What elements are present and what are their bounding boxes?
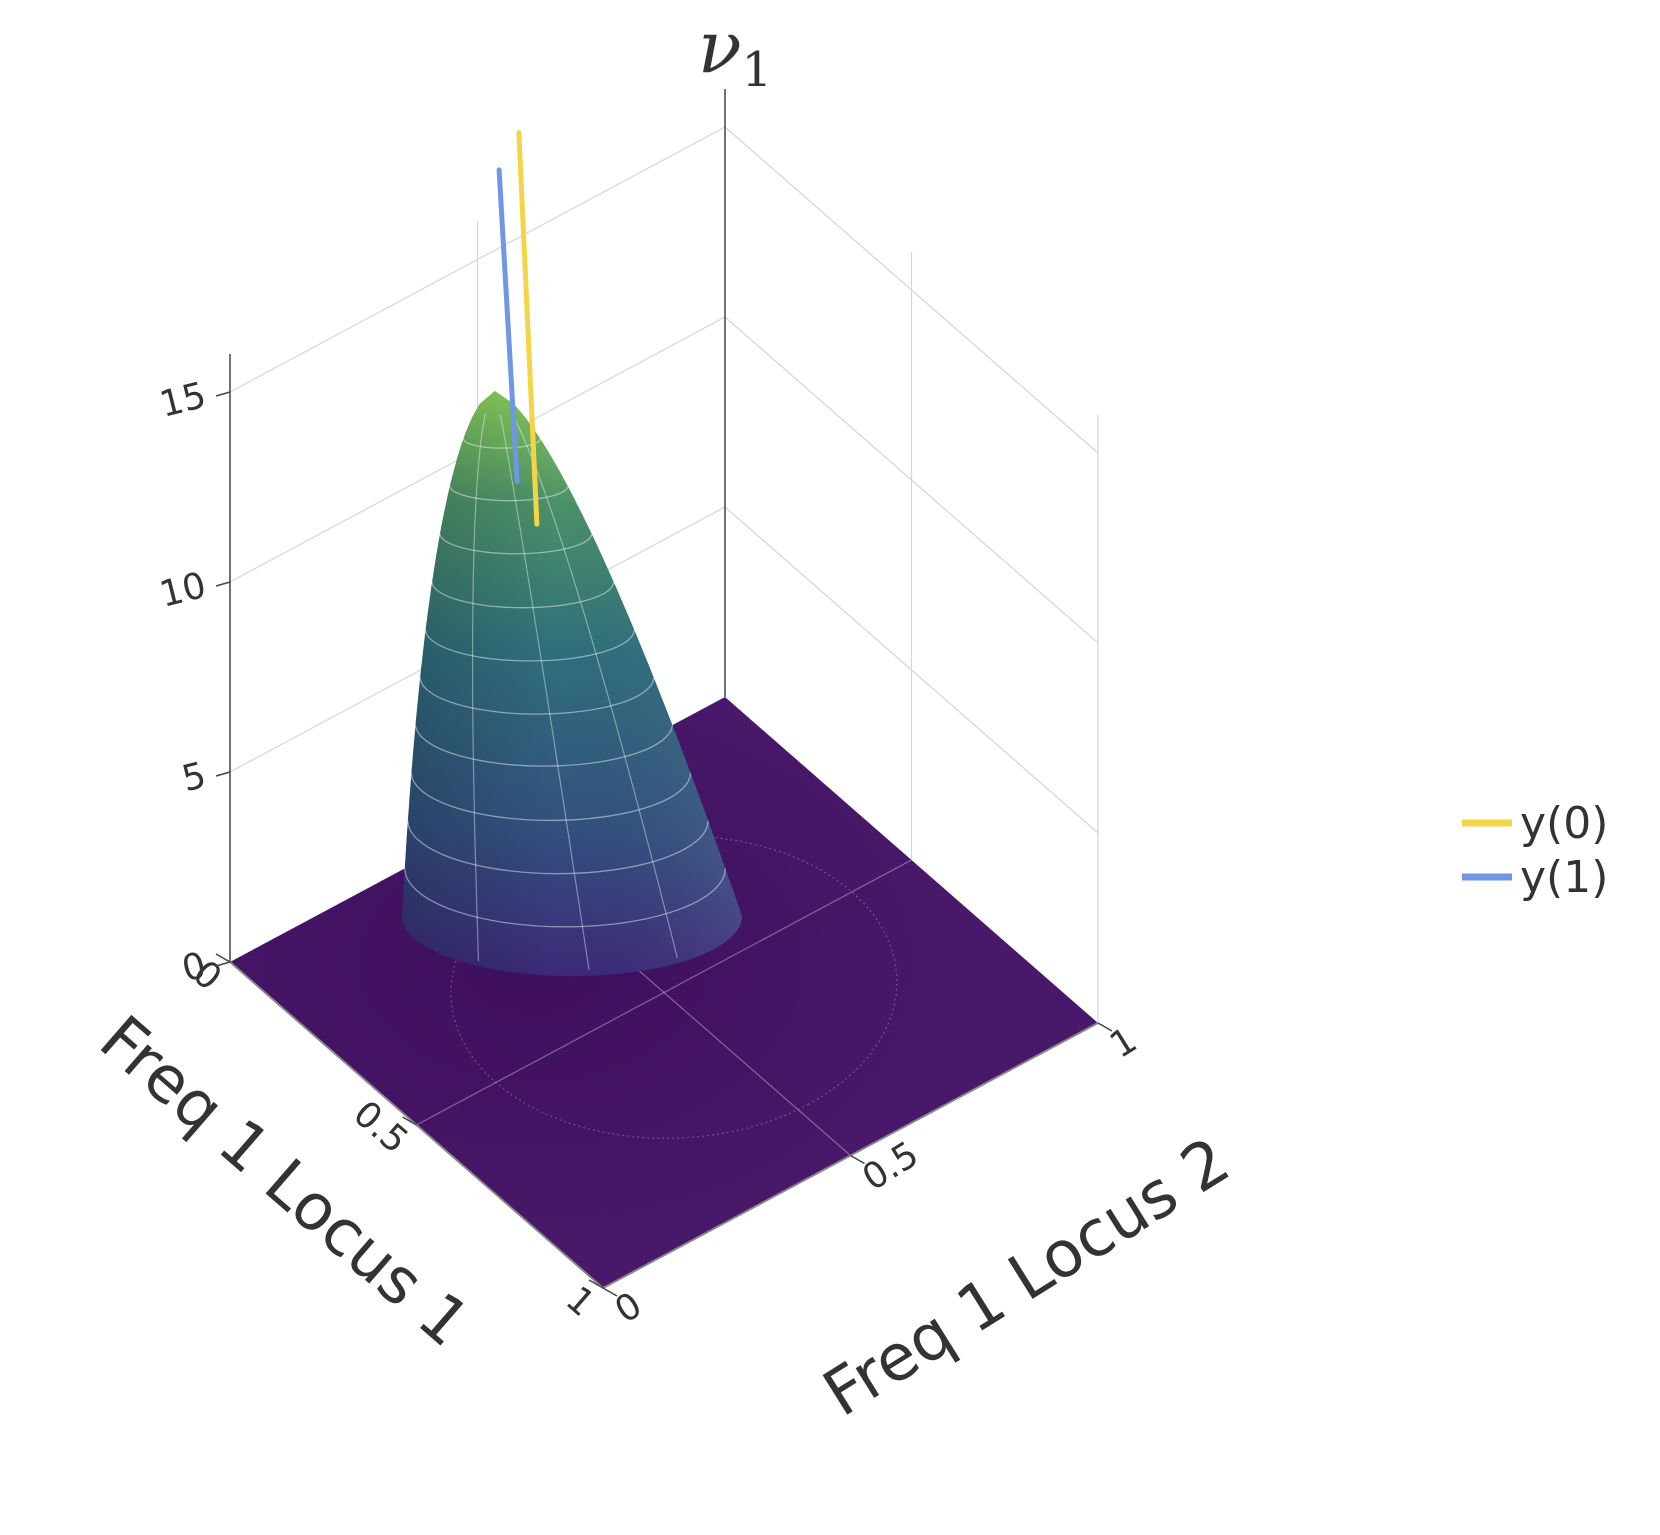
legend-item-y1[interactable]: y(1) xyxy=(1462,852,1608,903)
surface-peak xyxy=(402,383,742,977)
y-tick-label-0: 0 xyxy=(608,1285,649,1332)
surface-contour-4 xyxy=(414,725,674,767)
z-tick-2 xyxy=(215,581,231,587)
floor-surface xyxy=(230,697,1098,1288)
trace-lines xyxy=(496,130,540,527)
surface-contour-7 xyxy=(431,581,615,609)
y-tick-2 xyxy=(1097,1022,1113,1032)
z-tick-label-0: 0 xyxy=(178,945,210,990)
floor-gridline-x-0 xyxy=(416,859,912,1126)
z-tick-1 xyxy=(215,771,231,777)
z-tick-0 xyxy=(215,961,231,967)
trace-line-1 xyxy=(496,167,520,484)
surface-shading xyxy=(402,383,742,977)
surface-contour-2 xyxy=(407,820,709,875)
y-tick-1 xyxy=(850,1154,865,1165)
surface-contour-1 xyxy=(404,868,726,928)
surface-contour-3 xyxy=(410,772,692,822)
surface-contour-10 xyxy=(462,438,541,449)
trace-line-0 xyxy=(516,130,540,527)
y-tick-0 xyxy=(602,1287,618,1297)
x-tick-2 xyxy=(588,1279,604,1289)
surface-meridian-2 xyxy=(511,413,678,959)
z-tick-label-3: 15 xyxy=(156,375,210,426)
surface-meridian-0 xyxy=(472,413,486,962)
x-tick-1 xyxy=(402,1116,417,1126)
legend: y(0) y(1) xyxy=(1462,798,1608,903)
legend-label-y0: y(0) xyxy=(1520,798,1608,849)
chart-title: ν1 xyxy=(698,5,772,98)
z-tick-label-1: 5 xyxy=(178,755,210,800)
surface-meridian-1 xyxy=(499,413,590,970)
legend-label-y1: y(1) xyxy=(1520,852,1608,903)
z-tick-label-2: 10 xyxy=(156,565,210,616)
surface-contour-5 xyxy=(419,677,655,715)
x-tick-label-2: 1 xyxy=(558,1279,602,1325)
y-tick-label-2: 1 xyxy=(1103,1020,1144,1067)
surface-contour-8 xyxy=(439,533,593,555)
x-tick-0 xyxy=(215,953,231,963)
surface-contour-6 xyxy=(424,629,635,662)
z-tick-3 xyxy=(215,391,231,397)
legend-item-y0[interactable]: y(0) xyxy=(1462,798,1608,849)
surface-contour-9 xyxy=(449,486,569,502)
